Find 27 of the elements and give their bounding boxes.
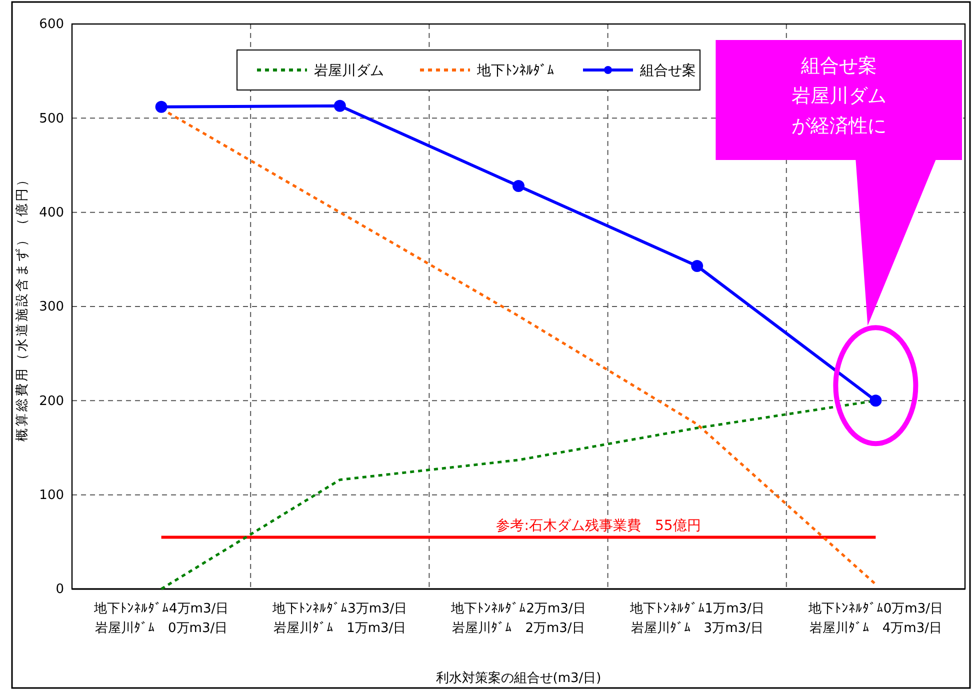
x-tick-label: 地下ﾄﾝﾈﾙﾀﾞﾑ0万m3/日岩屋川ﾀﾞﾑ 4万m3/日	[807, 602, 943, 636]
legend-label: 組合せ案	[639, 62, 696, 79]
x-tick-label: 地下ﾄﾝﾈﾙﾀﾞﾑ1万m3/日岩屋川ﾀﾞﾑ 3万m3/日	[628, 602, 764, 636]
legend-label: 地下ﾄﾝﾈﾙﾀﾞﾑ	[476, 63, 554, 79]
annotation: 岩屋川ダム	[791, 85, 886, 107]
x-tick-label: 地下ﾄﾝﾈﾙﾀﾞﾑ3万m3/日岩屋川ﾀﾞﾑ 1万m3/日	[272, 602, 408, 636]
y-axis-title: 概算総費用（水道施設含まず）（億円）	[15, 172, 30, 442]
point	[155, 100, 168, 113]
ref-line-label: 参考:石木ダム残事業費 55億円	[496, 518, 701, 534]
speech-bubble: 組合せ案 岩屋川ダム が経済性に	[716, 40, 962, 326]
y-tick-label: 0	[56, 582, 64, 598]
point	[870, 394, 882, 407]
y-tick-label: 500	[39, 111, 64, 126]
x-tick-label: 地下ﾄﾝﾈﾙﾀﾞﾑ4万m3/日岩屋川ﾀﾞﾑ 0万m3/日	[93, 602, 229, 636]
y-tick-label: 100	[39, 488, 64, 503]
point	[512, 180, 524, 192]
annotation: 組合せ案	[800, 55, 877, 77]
y-tick-label: 200	[39, 394, 64, 409]
x-axis-title: 利水対策案の組合せ(m3/日)	[436, 670, 602, 686]
legend-label: 岩屋川ダム	[314, 63, 384, 79]
y-tick-label: 400	[39, 205, 64, 220]
y-tick-label: 300	[39, 300, 64, 315]
point	[334, 100, 346, 112]
point	[691, 260, 704, 272]
y-tick-label: 600	[39, 17, 64, 32]
x-tick-label: 地下ﾄﾝﾈﾙﾀﾞﾑ2万m3/日岩屋川ﾀﾞﾑ 2万m3/日	[450, 602, 586, 636]
annotation: が経済性に	[791, 115, 886, 137]
